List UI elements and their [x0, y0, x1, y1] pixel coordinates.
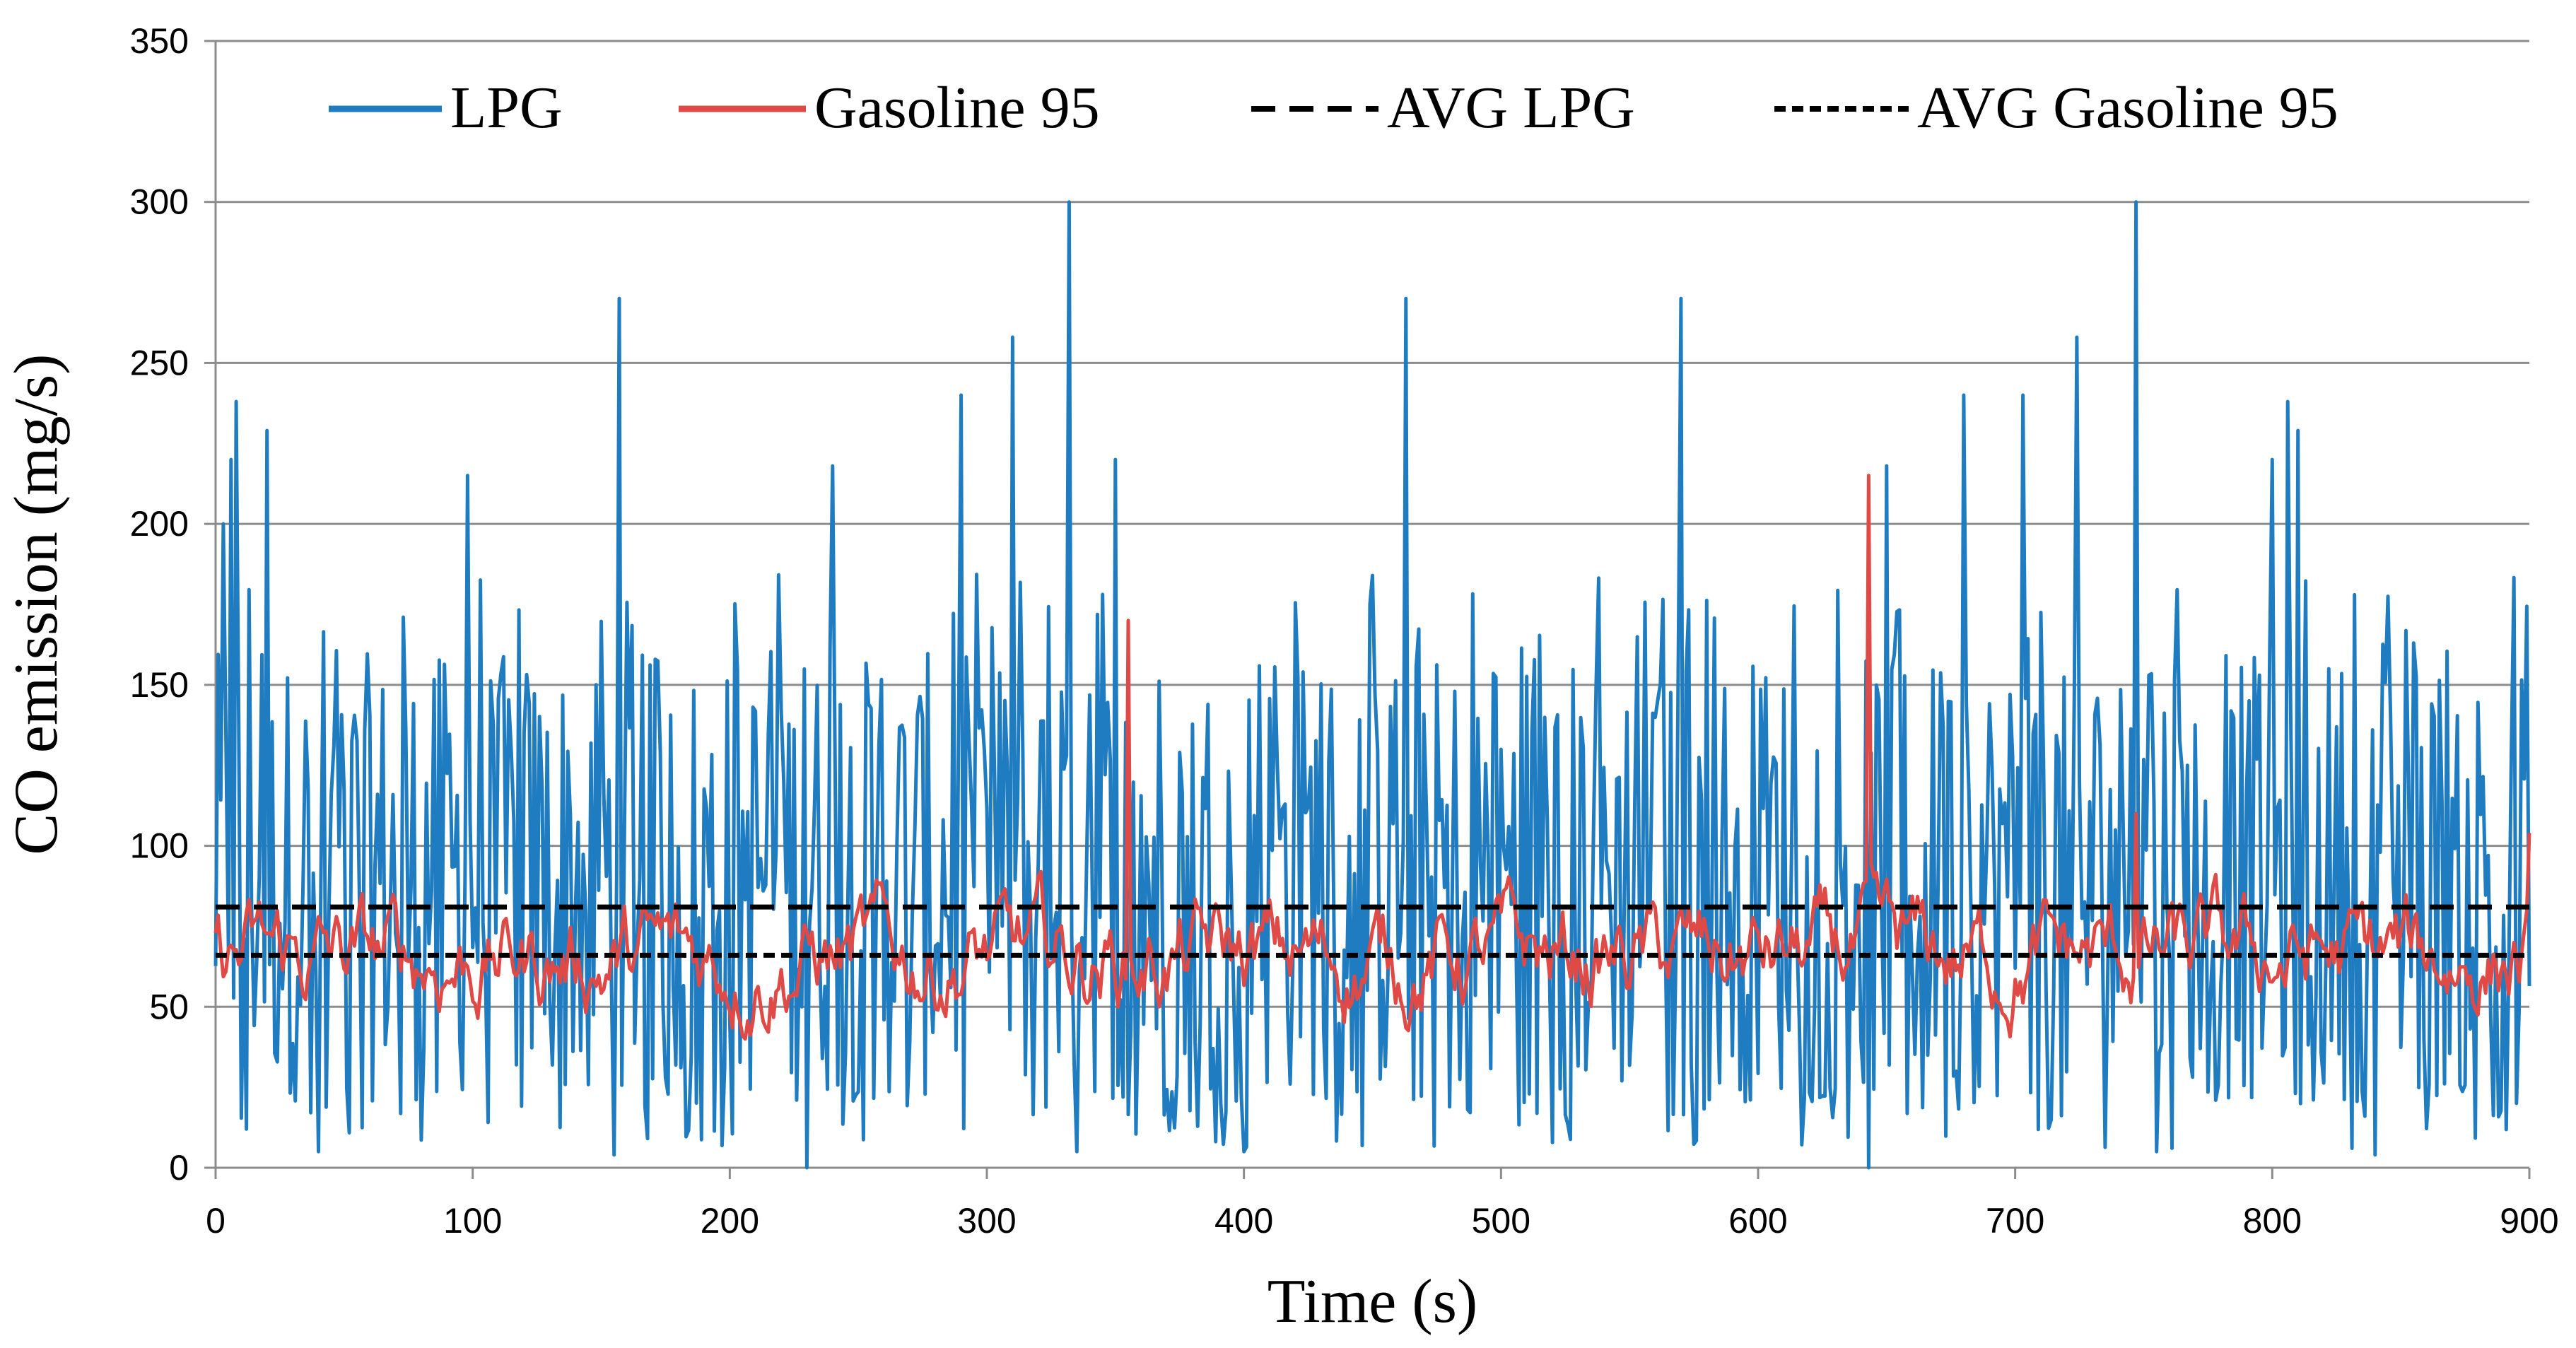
x-tick-label-900: 900 — [2500, 1201, 2558, 1241]
x-tick-label-700: 700 — [1986, 1201, 2044, 1241]
x-tick-label-300: 300 — [957, 1201, 1016, 1241]
legend-label-lpg: LPG — [450, 75, 563, 141]
x-tick-label-800: 800 — [2243, 1201, 2302, 1241]
x-tick-labels: 0 100 200 300 400 500 600 700 800 900 — [206, 1201, 2559, 1241]
axes — [204, 40, 2531, 1179]
y-tick-label-300: 300 — [130, 182, 189, 222]
x-tick-label-400: 400 — [1214, 1201, 1273, 1241]
series-line-lpg — [213, 200, 2531, 1170]
x-tick-label-500: 500 — [1472, 1201, 1530, 1241]
y-tick-label-250: 250 — [130, 343, 189, 382]
y-tick-label-350: 350 — [130, 21, 189, 61]
x-tick-label-200: 200 — [701, 1201, 759, 1241]
series-line-gasoline-95 — [213, 474, 2531, 1041]
y-tick-label-50: 50 — [149, 987, 189, 1026]
y-tick-label-100: 100 — [130, 826, 189, 866]
y-tick-label-0: 0 — [169, 1148, 189, 1188]
x-tick-label-100: 100 — [443, 1201, 502, 1241]
legend-label-gasoline-95: Gasoline 95 — [814, 75, 1100, 141]
y-tick-label-150: 150 — [130, 665, 189, 705]
x-tick-label-0: 0 — [206, 1201, 226, 1241]
x-axis-title: Time (s) — [1267, 1267, 1477, 1336]
y-tick-label-200: 200 — [130, 504, 189, 544]
legend: LPG Gasoline 95 AVG LPG AVG Gasoline 95 — [329, 75, 2338, 141]
x-tick-label-600: 600 — [1728, 1201, 1787, 1241]
legend-label-avg-gasoline-95: AVG Gasoline 95 — [1917, 75, 2338, 141]
series-lines — [213, 200, 2531, 1170]
y-axis-title: CO emission (mg/s) — [2, 354, 71, 855]
legend-label-avg-lpg: AVG LPG — [1387, 75, 1635, 141]
y-tick-labels: 0 50 100 150 200 250 300 350 — [130, 21, 189, 1188]
